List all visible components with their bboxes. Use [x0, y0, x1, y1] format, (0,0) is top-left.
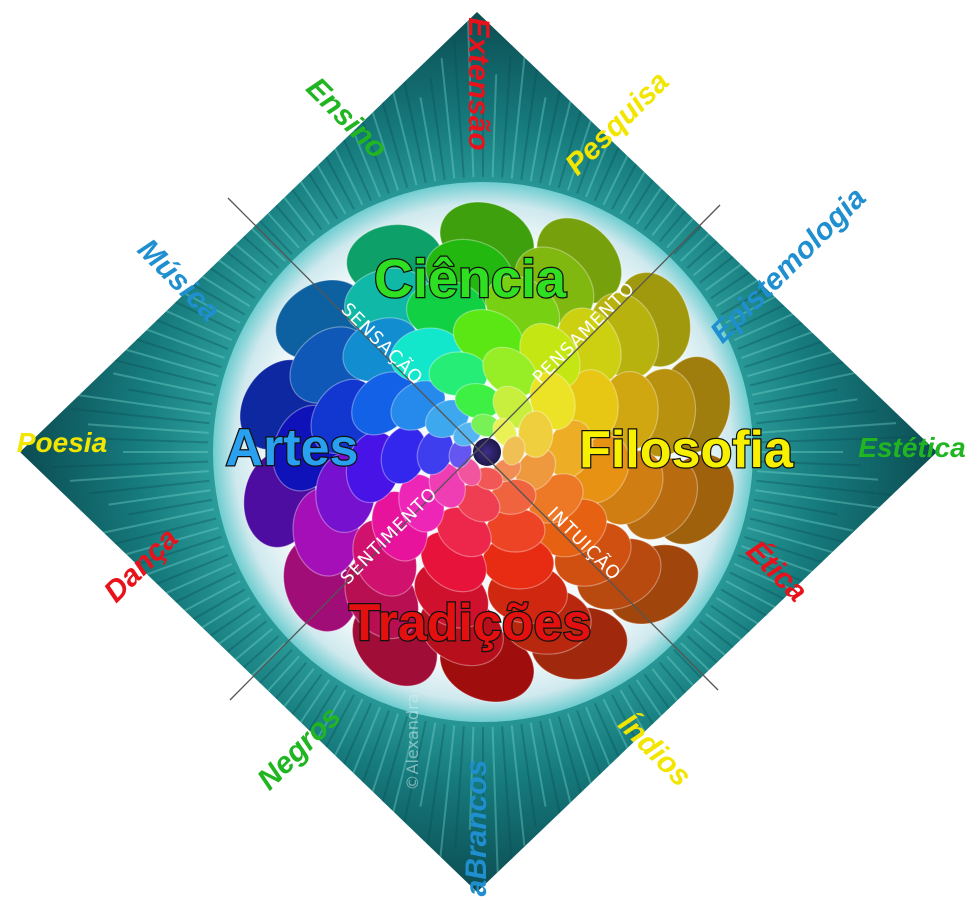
label-ciencia: Ciência [374, 249, 567, 309]
axis-line-diagonal-1 [227, 197, 719, 691]
label-artes: Artes [226, 419, 359, 477]
label-brancos: aBrancos [460, 760, 493, 897]
label-estetica: Estética [858, 432, 965, 463]
rainbow-flower [239, 201, 735, 703]
label-extensao: Extensão [462, 17, 495, 150]
flower-center [473, 438, 501, 466]
label-tradicoes: Tradições [349, 594, 592, 652]
label-filosofia: Filosofia [579, 421, 794, 479]
watermark: ©Alexandra [403, 694, 422, 791]
label-poesia: Poesia [17, 427, 107, 458]
axis-line-diagonal-2 [229, 204, 721, 701]
